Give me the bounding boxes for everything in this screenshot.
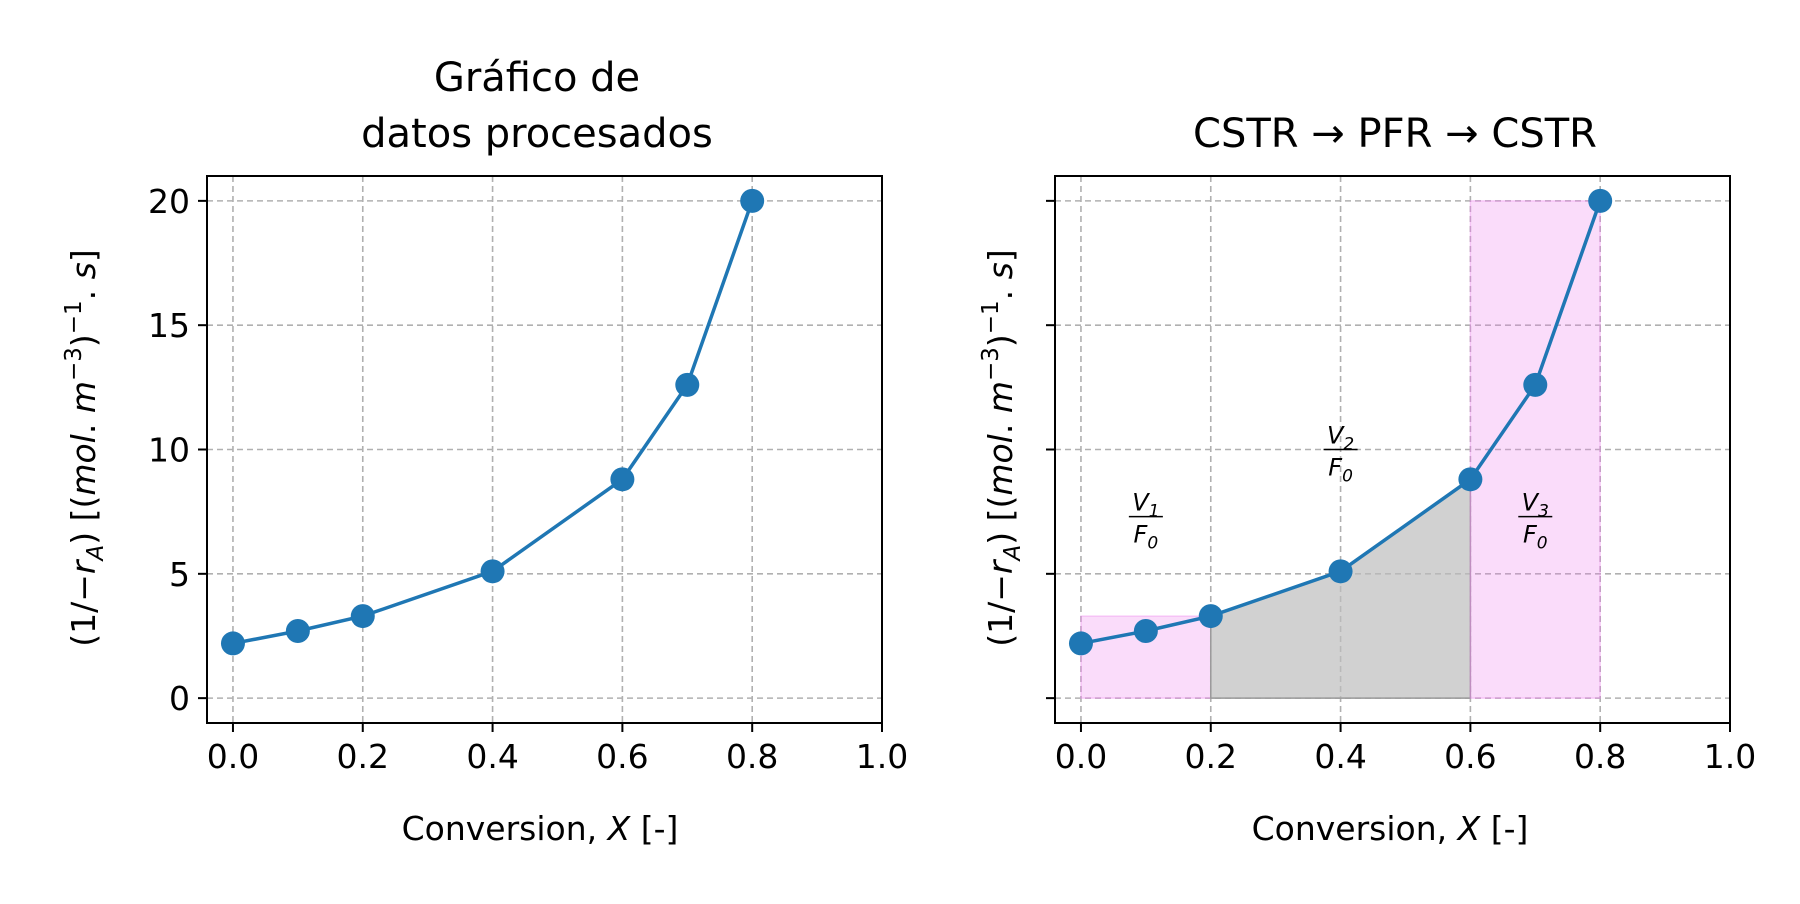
left-chart-y-ticks: 0 5 10 15 20 (148, 182, 207, 718)
x-tick-label: 0.0 (1055, 737, 1107, 776)
data-point (675, 372, 700, 397)
right-chart-grid (1055, 176, 1731, 723)
data-point (1133, 619, 1158, 644)
data-point (285, 619, 310, 644)
data-point (220, 631, 245, 656)
data-point (1588, 188, 1613, 213)
y-tick-label: 15 (148, 306, 190, 345)
right-chart-series (1068, 188, 1613, 656)
left-chart-grid (207, 176, 883, 723)
x-tick-label: 0.2 (1185, 737, 1237, 776)
right-chart: CSTR → PFR → CSTR 0.0 0.2 0.4 0.6 0.8 1.0 V1F… (978, 111, 1756, 848)
data-point (480, 559, 505, 584)
data-point (1198, 604, 1223, 629)
fraction-numerator: V3 (1522, 489, 1549, 522)
y-tick-label: 10 (148, 431, 190, 470)
data-point (1068, 631, 1093, 656)
right-chart-y-ticks (1046, 199, 1055, 700)
y-tick-label: 5 (169, 555, 190, 594)
data-point (610, 467, 635, 492)
x-tick-label: 0.8 (726, 737, 778, 776)
data-point (350, 604, 375, 629)
data-point (1458, 467, 1483, 492)
fraction-denominator: F0 (1328, 454, 1353, 487)
x-tick-label: 0.6 (1444, 737, 1496, 776)
x-tick-label: 0.4 (466, 737, 518, 776)
data-point (1523, 372, 1548, 397)
left-chart-series (220, 188, 765, 656)
pfr-region (1210, 477, 1472, 699)
data-point (1328, 559, 1353, 584)
x-tick-label: 1.0 (856, 737, 908, 776)
right-chart-y-axis-label: (1/−rA) [(mol. m−3)−1. s] (978, 249, 1026, 647)
fraction-denominator: F0 (1134, 521, 1159, 554)
x-tick-label: 0.8 (1574, 737, 1626, 776)
left-chart-y-axis-label: (1/−rA) [(mol. m−3)−1. s] (61, 249, 109, 647)
fraction-denominator: F0 (1523, 521, 1548, 554)
right-chart-x-ticks: 0.0 0.2 0.4 0.6 0.8 1.0 (1055, 723, 1756, 776)
data-point (740, 188, 765, 213)
x-tick-label: 0.2 (337, 737, 389, 776)
left-chart-x-ticks: 0.0 0.2 0.4 0.6 0.8 1.0 (207, 723, 908, 776)
x-tick-label: 0.6 (596, 737, 648, 776)
left-chart-x-axis-label: Conversion, X [-] (402, 809, 679, 848)
right-chart-x-axis-label: Conversion, X [-] (1252, 809, 1529, 848)
y-tick-label: 0 (169, 679, 190, 718)
left-chart: Gráfico de datos procesados 0.0 0.2 0.4 0.6… (61, 55, 908, 848)
fraction-numerator: V1 (1132, 489, 1159, 522)
left-chart-title-line-2: datos procesados (361, 111, 713, 157)
x-tick-label: 0.0 (207, 737, 259, 776)
y-tick-label: 20 (148, 182, 190, 221)
right-chart-title: CSTR → PFR → CSTR (1193, 111, 1597, 157)
left-chart-title-line-1: Gráfico de (434, 55, 640, 101)
x-tick-label: 0.4 (1314, 737, 1366, 776)
x-tick-label: 1.0 (1704, 737, 1756, 776)
fraction-numerator: V2 (1327, 422, 1354, 455)
